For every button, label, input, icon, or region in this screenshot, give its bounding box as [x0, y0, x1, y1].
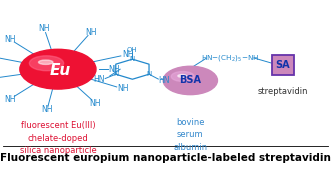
Text: N: N [113, 71, 118, 77]
Ellipse shape [38, 60, 53, 64]
Ellipse shape [171, 71, 194, 81]
Text: N: N [130, 56, 135, 62]
Bar [272, 55, 294, 75]
Text: SA: SA [276, 60, 290, 70]
Text: N: N [146, 71, 152, 77]
Text: OH: OH [127, 47, 138, 53]
Ellipse shape [29, 56, 64, 71]
Text: HN: HN [93, 75, 104, 84]
Circle shape [163, 66, 217, 95]
Circle shape [20, 49, 96, 89]
Text: fluorescent Eu(III)
chelate-doped
silica nanoparticle: fluorescent Eu(III) chelate-doped silica… [20, 121, 96, 155]
Text: NH: NH [109, 65, 120, 74]
Text: NH: NH [90, 99, 101, 108]
Text: NH: NH [38, 24, 50, 33]
Text: bovine
serum
albumin: bovine serum albumin [173, 118, 208, 152]
Text: Eu: Eu [49, 63, 71, 78]
Text: NH: NH [122, 50, 133, 59]
Text: Fluorescent europium nanoparticle-labeled streptavidin: Fluorescent europium nanoparticle-labele… [0, 153, 331, 163]
Text: NH: NH [85, 28, 97, 37]
Ellipse shape [178, 75, 187, 77]
Text: NH: NH [41, 105, 53, 114]
Text: HN$\mathdefault{-}$(CH$_2$)$_5$$\mathdefault{-}$NH: HN$\mathdefault{-}$(CH$_2$)$_5$$\mathdef… [201, 53, 259, 63]
Text: NH: NH [4, 35, 15, 44]
Text: streptavidin: streptavidin [258, 86, 308, 95]
Text: BSA: BSA [179, 75, 201, 85]
Text: NH: NH [117, 84, 129, 93]
Text: NH: NH [4, 95, 15, 104]
Text: HN: HN [158, 76, 170, 85]
